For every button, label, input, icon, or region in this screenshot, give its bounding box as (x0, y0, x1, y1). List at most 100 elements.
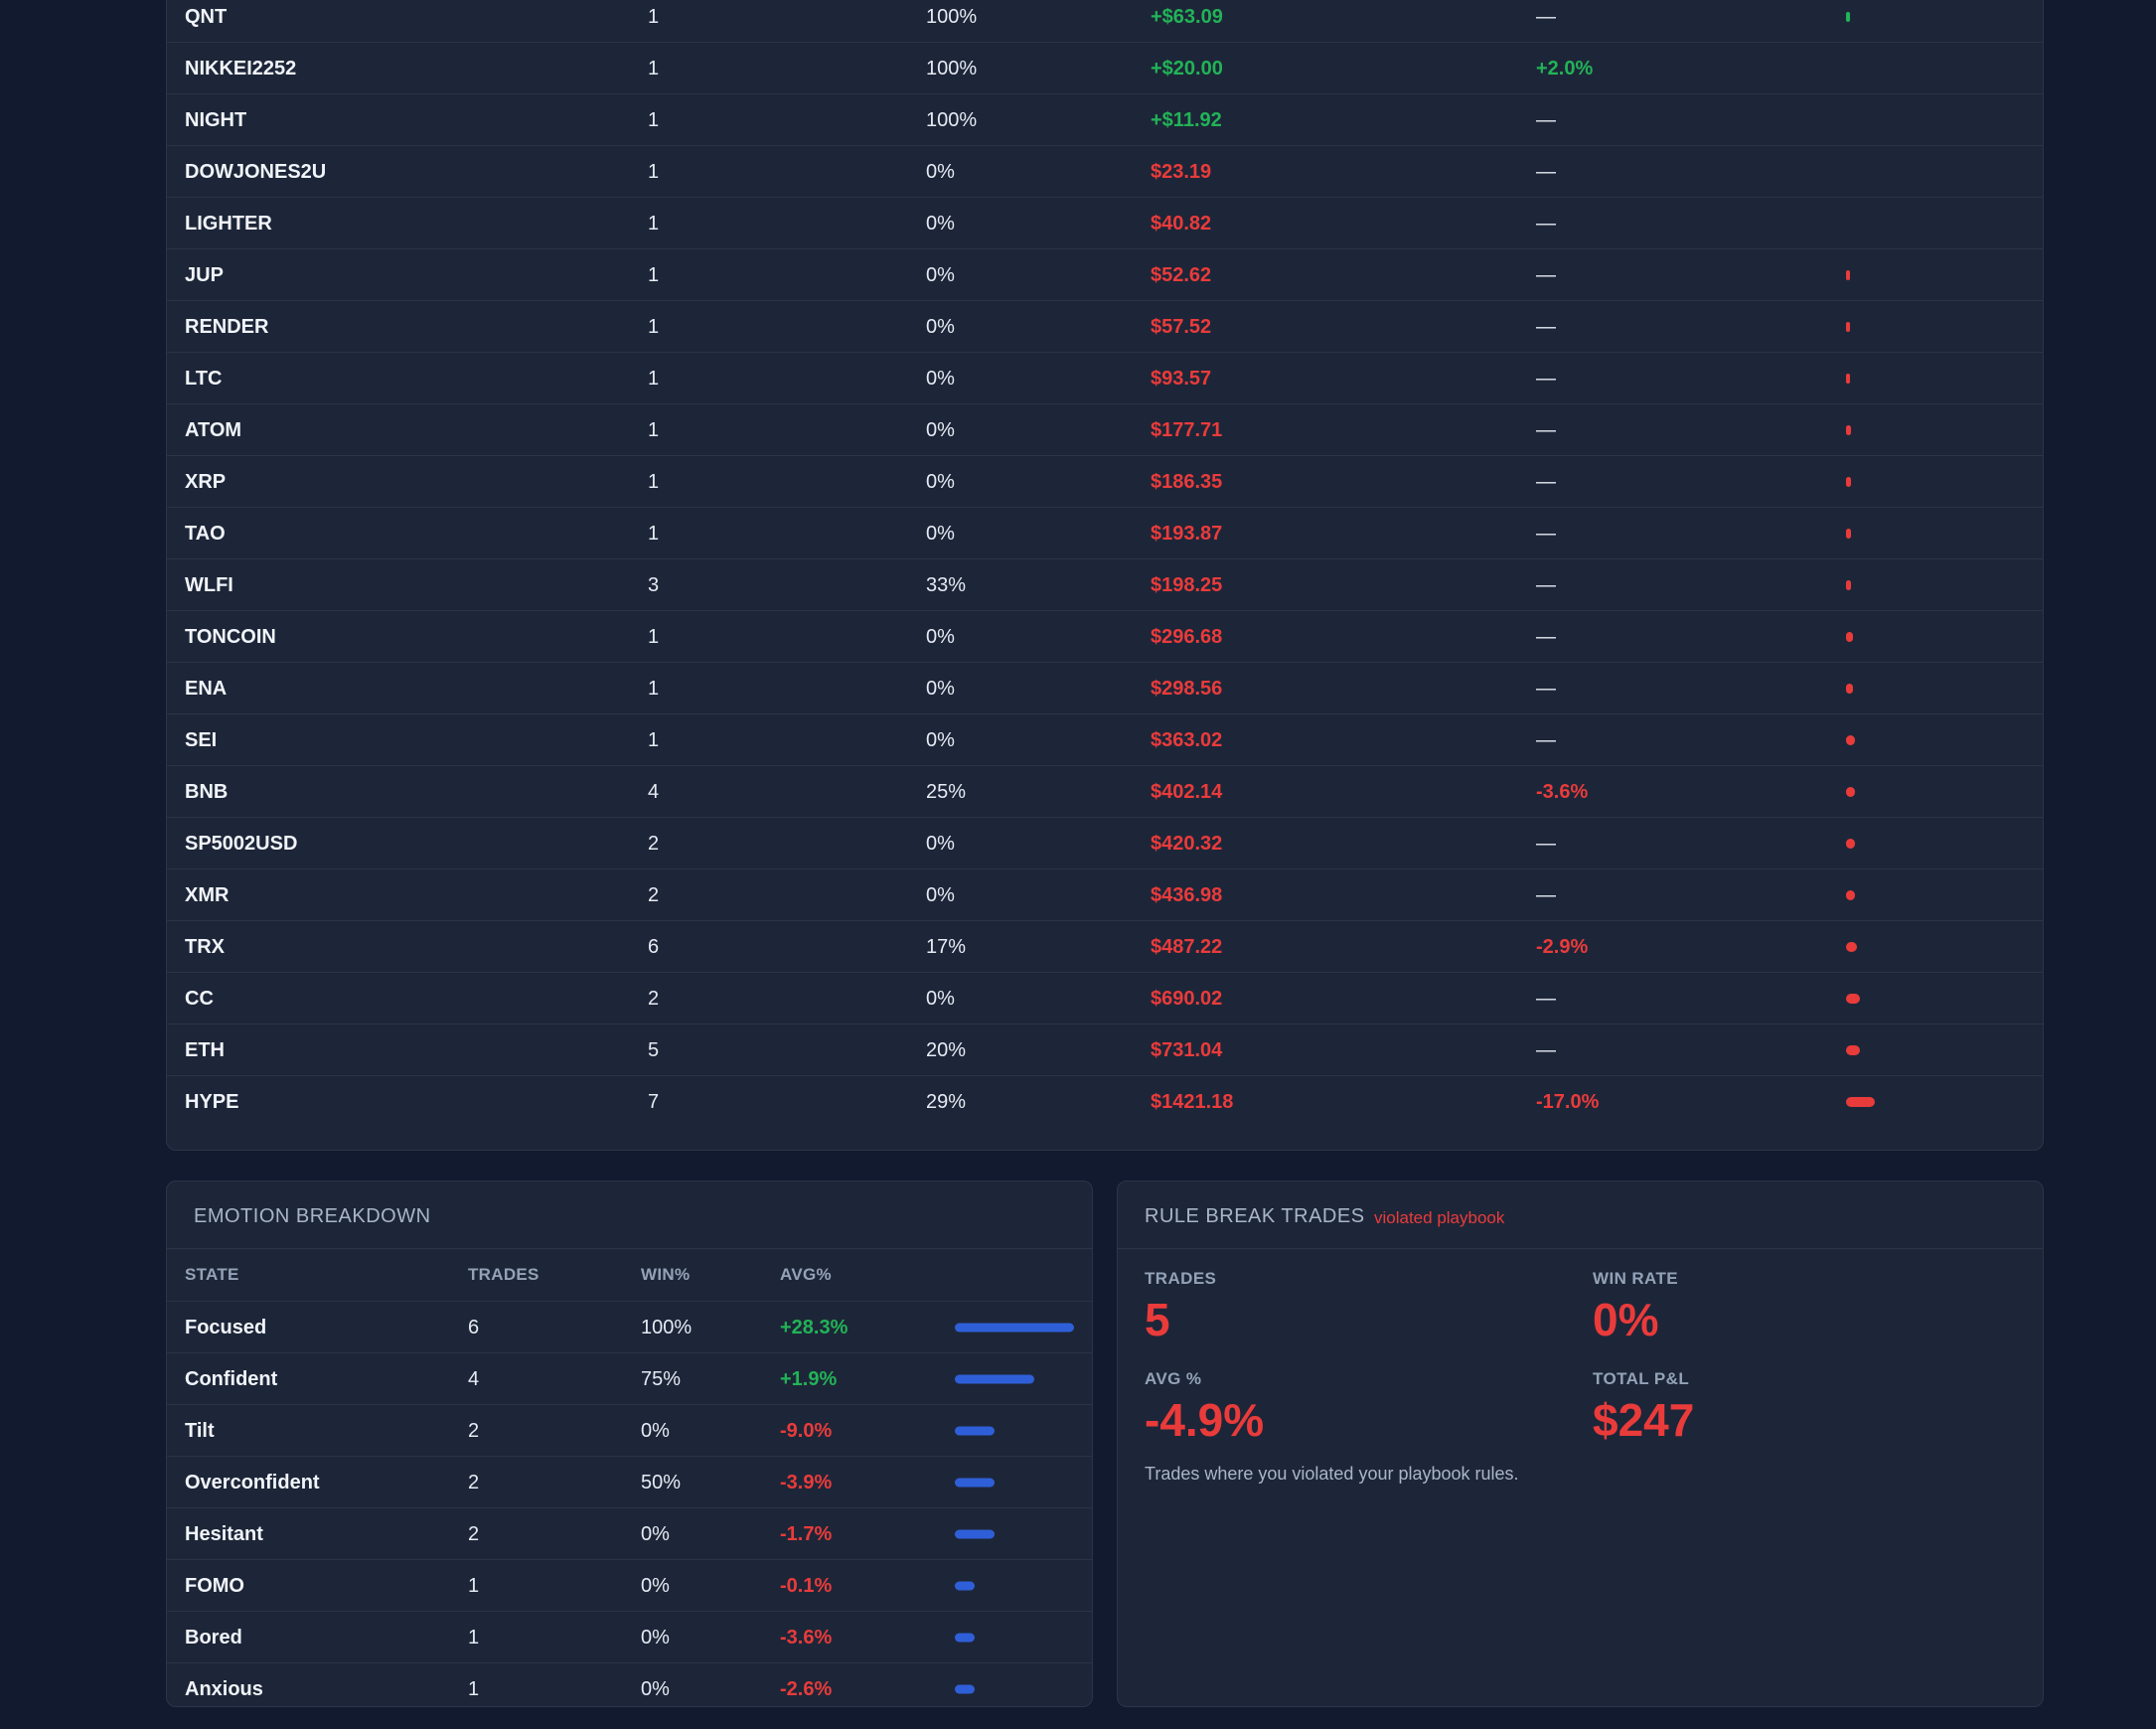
table-row[interactable]: TAO 1 0% $193.87 — (167, 507, 2043, 558)
table-row[interactable]: ATOM 1 0% $177.71 — (167, 403, 2043, 455)
pnl-cell: +$20.00 (1151, 58, 1223, 79)
trades-cell: 1 (648, 161, 660, 183)
trades-cell: 1 (468, 1575, 480, 1597)
avg-pct-cell: +1.9% (780, 1368, 838, 1390)
trades-cell: 4 (468, 1368, 480, 1390)
table-row[interactable]: WLFI 3 33% $198.25 — (167, 558, 2043, 610)
column-header-state[interactable]: STATE (185, 1265, 239, 1284)
table-row[interactable]: TONCOIN 1 0% $296.68 — (167, 610, 2043, 662)
pnl-bar (1846, 1096, 1875, 1107)
table-row[interactable]: ETH 5 20% $731.04 — (167, 1023, 2043, 1075)
trades-cell: 1 (648, 264, 660, 286)
symbol-cell: ENA (185, 678, 228, 700)
table-row[interactable]: RENDER 1 0% $57.52 — (167, 300, 2043, 352)
avg-pct-cell: -3.6% (1536, 781, 1589, 803)
divider (1118, 1248, 2043, 1249)
table-row[interactable]: FOMO 1 0% -0.1% (167, 1559, 1092, 1611)
avg-pct-cell: -0.1% (780, 1575, 833, 1597)
symbol-cell: LIGHTER (185, 213, 272, 235)
table-row[interactable]: QNT 1 100% +$63.09 — (167, 0, 2043, 42)
symbol-cell: SP5002USD (185, 833, 298, 855)
emotion-state-cell: Anxious (185, 1678, 263, 1700)
rule-break-panel: RULE BREAK TRADES violated playbook TRAD… (1117, 1180, 2044, 1707)
table-row[interactable]: CC 2 0% $690.02 — (167, 972, 2043, 1023)
table-row[interactable]: Bored 1 0% -3.6% (167, 1611, 1092, 1662)
avg-pct-cell: — (1536, 833, 1556, 855)
emotion-table-header: STATE TRADES WIN% AVG% (167, 1249, 1092, 1301)
symbol-cell: NIGHT (185, 109, 247, 131)
trades-cell: 1 (648, 316, 660, 338)
win-rate-cell: 0% (926, 419, 955, 441)
pnl-bar (1846, 993, 1861, 1004)
pnl-cell: $487.22 (1151, 936, 1223, 958)
pnl-bar (1846, 373, 1850, 384)
trades-cell: 2 (648, 833, 660, 855)
table-row[interactable]: Focused 6 100% +28.3% (167, 1301, 1092, 1352)
pnl-cell: $402.14 (1151, 781, 1223, 803)
trade-count-bar (955, 1581, 976, 1590)
divider (167, 1248, 1092, 1249)
avg-pct-cell: — (1536, 626, 1556, 648)
win-rate-cell: 0% (641, 1523, 670, 1545)
symbol-cell: WLFI (185, 574, 233, 596)
win-rate-cell: 0% (926, 316, 955, 338)
avg-pct-cell: — (1536, 884, 1556, 906)
trades-cell: 2 (468, 1420, 480, 1442)
emotion-breakdown-panel: EMOTION BREAKDOWN STATE TRADES WIN% AVG%… (166, 1180, 1093, 1707)
pnl-bar (1846, 476, 1852, 487)
table-row[interactable]: NIGHT 1 100% +$11.92 — (167, 93, 2043, 145)
table-row[interactable]: HYPE 7 29% $1421.18 -17.0% (167, 1075, 2043, 1127)
win-rate-cell: 29% (926, 1091, 967, 1113)
avg-pct-cell: — (1536, 678, 1556, 700)
pnl-cell: $731.04 (1151, 1039, 1223, 1061)
pnl-cell: $40.82 (1151, 213, 1212, 235)
avg-pct-cell: -9.0% (780, 1420, 833, 1442)
pnl-bar (1846, 11, 1850, 22)
win-rate-cell: 0% (926, 213, 955, 235)
winrate-value: 0% (1593, 1294, 1659, 1345)
win-rate-cell: 25% (926, 781, 967, 803)
table-row[interactable]: LIGHTER 1 0% $40.82 — (167, 197, 2043, 248)
table-row[interactable]: JUP 1 0% $52.62 — (167, 248, 2043, 300)
trades-cell: 1 (468, 1678, 480, 1700)
column-header-avg[interactable]: AVG% (780, 1265, 832, 1284)
avg-pct-cell: — (1536, 419, 1556, 441)
trade-count-bar (955, 1529, 995, 1538)
avg-pct-cell: +28.3% (780, 1317, 848, 1338)
trades-cell: 2 (468, 1523, 480, 1545)
table-row[interactable]: DOWJONES2U 1 0% $23.19 — (167, 145, 2043, 197)
table-row[interactable]: SP5002USD 2 0% $420.32 — (167, 817, 2043, 868)
column-header-trades[interactable]: TRADES (468, 1265, 539, 1284)
trades-cell: 2 (468, 1472, 480, 1493)
win-rate-cell: 0% (926, 678, 955, 700)
table-row[interactable]: Confident 4 75% +1.9% (167, 1352, 1092, 1404)
trades-cell: 3 (648, 574, 660, 596)
table-row[interactable]: Overconfident 2 50% -3.9% (167, 1456, 1092, 1507)
avg-pct-cell: — (1536, 264, 1556, 286)
table-row[interactable]: Anxious 1 0% -2.6% (167, 1662, 1092, 1706)
table-row[interactable]: Hesitant 2 0% -1.7% (167, 1507, 1092, 1559)
table-row[interactable]: NIKKEI2252 1 100% +$20.00 +2.0% (167, 42, 2043, 93)
pnl-cell: $363.02 (1151, 729, 1223, 751)
table-row[interactable]: BNB 4 25% $402.14 -3.6% (167, 765, 2043, 817)
table-row[interactable]: ENA 1 0% $298.56 — (167, 662, 2043, 713)
win-rate-cell: 33% (926, 574, 967, 596)
pnl-bar (1846, 1044, 1861, 1055)
trades-cell: 1 (648, 626, 660, 648)
trades-cell: 1 (648, 368, 660, 390)
table-row[interactable]: TRX 6 17% $487.22 -2.9% (167, 920, 2043, 972)
trades-cell: 1 (648, 58, 660, 79)
trades-cell: 1 (648, 109, 660, 131)
symbol-cell: RENDER (185, 316, 269, 338)
table-row[interactable]: Tilt 2 0% -9.0% (167, 1404, 1092, 1456)
panel-title: EMOTION BREAKDOWN (194, 1205, 431, 1227)
pnl-cell: $436.98 (1151, 884, 1223, 906)
table-row[interactable]: LTC 1 0% $93.57 — (167, 352, 2043, 403)
table-row[interactable]: SEI 1 0% $363.02 — (167, 713, 2043, 765)
table-row[interactable]: XMR 2 0% $436.98 — (167, 868, 2043, 920)
avg-label: AVG % (1145, 1369, 1202, 1388)
table-row[interactable]: XRP 1 0% $186.35 — (167, 455, 2043, 507)
win-rate-cell: 0% (926, 264, 955, 286)
avg-pct-cell: +2.0% (1536, 58, 1594, 79)
column-header-win[interactable]: WIN% (641, 1265, 691, 1284)
